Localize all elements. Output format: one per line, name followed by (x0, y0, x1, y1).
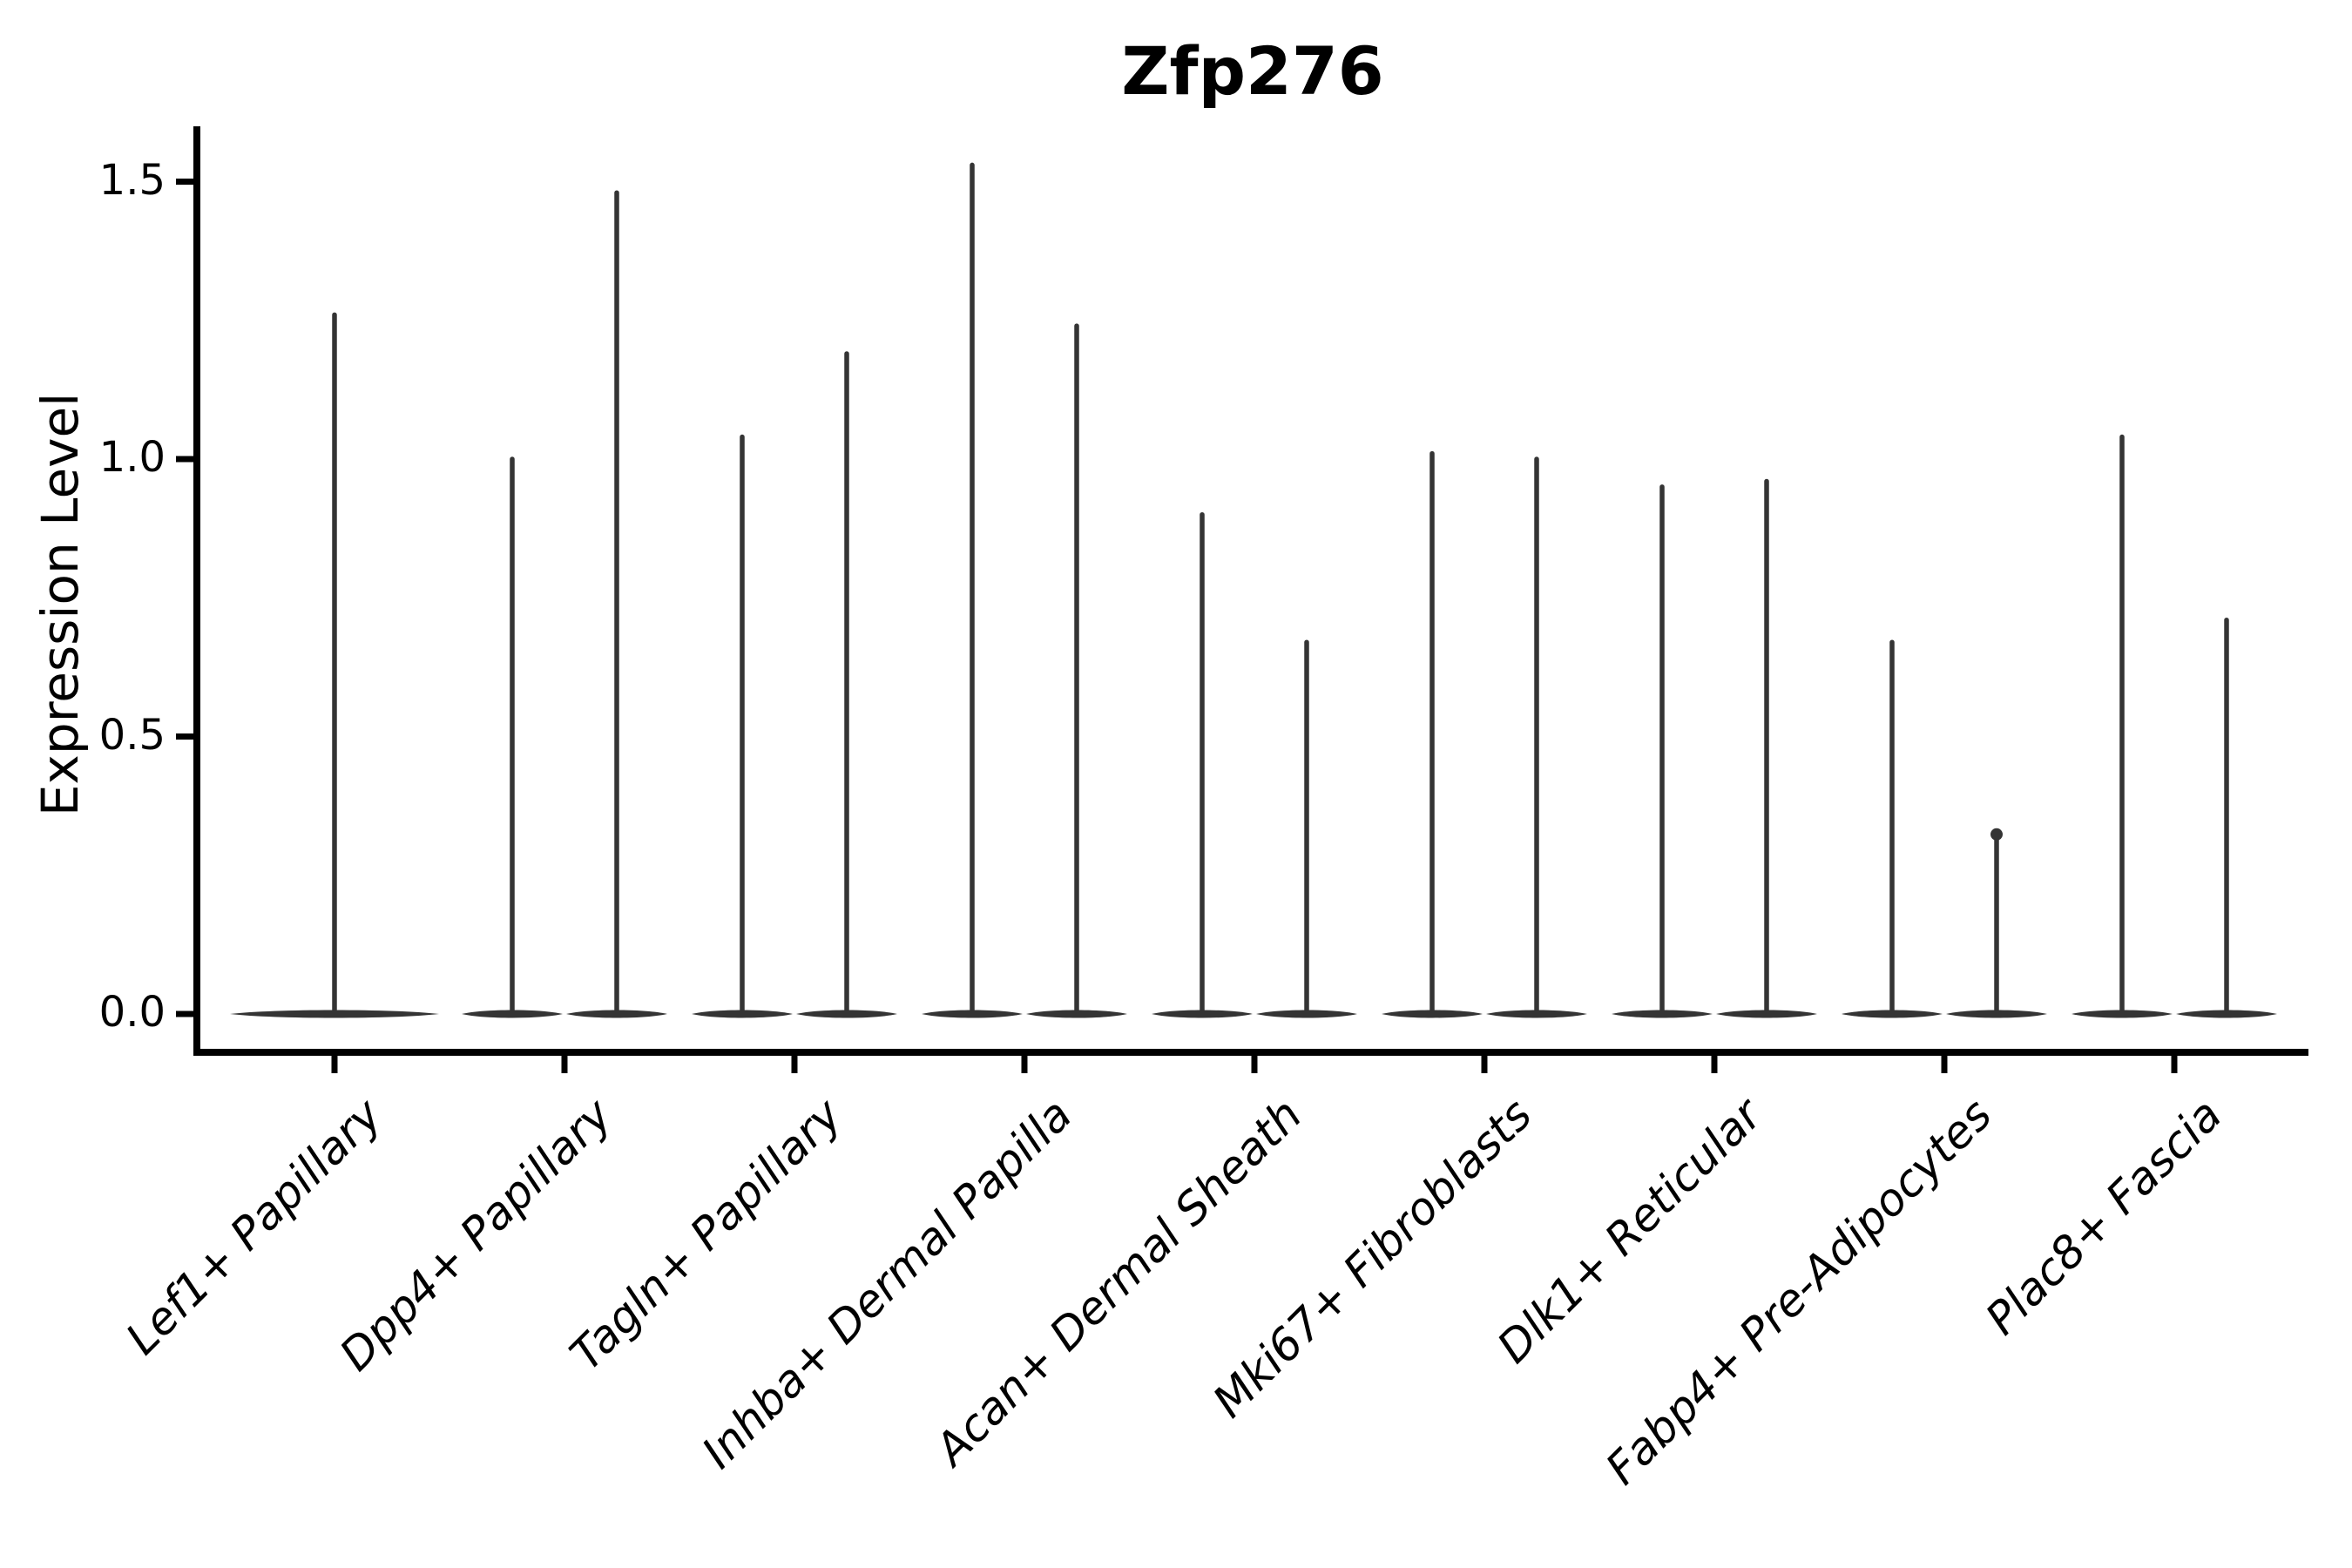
y-tick-label: 1.0 (98, 433, 166, 482)
y-tick-label: 0.5 (98, 710, 166, 760)
violin-tip-knob (1990, 828, 2003, 841)
y-tick-label: 1.5 (98, 155, 166, 205)
y-tick-label: 0.0 (98, 988, 166, 1037)
chart-title: Zfp276 (1121, 32, 1384, 110)
